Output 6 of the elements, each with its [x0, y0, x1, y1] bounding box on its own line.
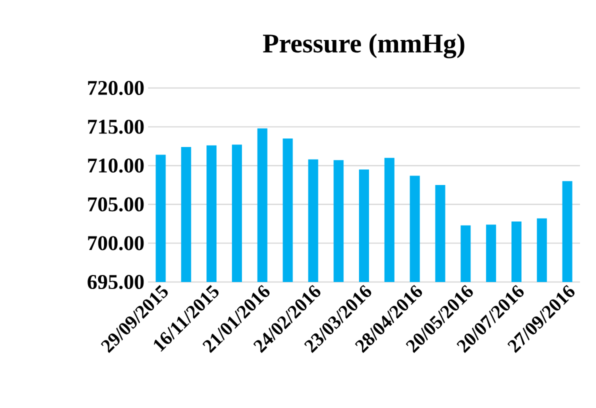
y-tick-label: 720.00: [88, 80, 144, 96]
y-tick-label: 705.00: [88, 197, 144, 212]
y-tick-label: 700.00: [88, 236, 144, 250]
y-tick-label: 715.00: [88, 120, 144, 134]
chart-title: Pressure (mmHg): [262, 34, 464, 58]
y-tick-label: 710.00: [88, 158, 144, 173]
